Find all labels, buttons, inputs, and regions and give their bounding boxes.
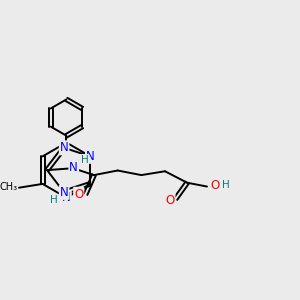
Text: O: O [210, 178, 219, 191]
Text: H: H [50, 195, 58, 205]
Text: N: N [86, 150, 95, 163]
Text: H: H [81, 155, 88, 165]
Text: CH₃: CH₃ [0, 182, 17, 192]
Text: H: H [222, 180, 230, 190]
Text: O: O [74, 188, 83, 201]
Text: N: N [60, 141, 68, 154]
Text: N: N [69, 161, 78, 174]
Text: N: N [60, 186, 68, 199]
Text: N: N [62, 191, 71, 204]
Text: O: O [165, 194, 175, 207]
